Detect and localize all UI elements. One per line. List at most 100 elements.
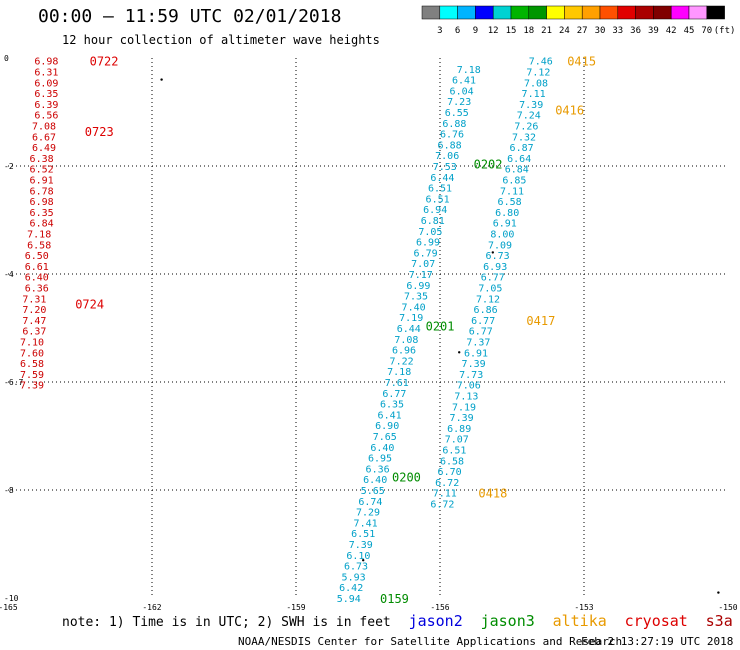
swh-value-altika: 6.87 (510, 143, 534, 154)
swh-value-jason3: 6.44 (397, 324, 421, 335)
swh-value-jason3: 7.35 (404, 292, 428, 303)
colorbar-swatch (706, 5, 725, 20)
pass-time-label: 0722 (90, 55, 119, 69)
island-marker (160, 78, 163, 81)
swh-value-jason3: 6.36 (366, 464, 390, 475)
colorbar-label: 9 (473, 26, 478, 36)
swh-value-jason3: 7.41 (354, 518, 378, 529)
swh-value-jason3: 6.88 (442, 119, 466, 130)
pass-time-label: 0159 (380, 592, 409, 606)
color-scale-bar: 3 6 9 12 15 18 21 24 27 30 33 36 39 42 45 70 (ft) (421, 5, 736, 36)
colorbar-label: (ft) (714, 26, 736, 36)
swh-value-cryosat: 6.50 (25, 251, 49, 262)
swh-value-cryosat: 6.31 (34, 68, 58, 79)
swh-value-jason3: 7.08 (394, 335, 418, 346)
swh-value-altika: 6.93 (483, 262, 507, 273)
swh-value-jason3: 6.96 (392, 346, 416, 357)
pass-time-label: 0416 (555, 103, 584, 117)
page-title: 00:00 – 11:59 UTC 02/01/2018 (38, 6, 342, 27)
swh-value-jason3: 6.76 (440, 130, 464, 141)
swh-value-cryosat: 7.39 (20, 381, 44, 392)
swh-value-altika: 7.09 (488, 240, 512, 251)
swh-value-altika: 6.58 (440, 456, 464, 467)
swh-value-cryosat: 7.08 (32, 122, 56, 133)
y-tick-label: -6.7 (4, 378, 23, 387)
pass-time-label: 0202 (474, 157, 503, 171)
colorbar-label: 15 (506, 26, 517, 36)
swh-value-altika: 7.32 (512, 132, 536, 143)
pass-time-label: 0417 (526, 314, 555, 328)
colorbar-label: 36 (630, 26, 641, 36)
swh-value-jason3: 6.88 (438, 140, 462, 151)
colorbar-label: 30 (595, 26, 606, 36)
swh-value-cryosat: 6.35 (34, 89, 58, 100)
swh-value-jason3: 7.53 (433, 162, 457, 173)
swh-value-altika: 6.64 (507, 154, 531, 165)
swh-value-altika: 6.70 (438, 467, 462, 478)
colorbar-label: 3 (437, 26, 442, 36)
x-tick-label: -159 (286, 603, 305, 612)
swh-value-jason3: 6.44 (430, 173, 454, 184)
swh-value-cryosat: 6.39 (34, 100, 58, 111)
legend-item-jason3: jason3 (480, 612, 535, 630)
swh-value-cryosat: 6.84 (30, 219, 54, 230)
colorbar-label: 24 (559, 26, 570, 36)
swh-value-altika: 7.19 (452, 402, 476, 413)
swh-value-cryosat: 7.18 (27, 230, 51, 241)
swh-value-altika: 6.80 (495, 208, 519, 219)
swh-value-jason3: 6.77 (382, 389, 406, 400)
swh-value-altika: 7.07 (445, 435, 469, 446)
swh-value-altika: 7.37 (466, 338, 490, 349)
swh-value-altika: 6.89 (447, 424, 471, 435)
swh-value-altika: 7.24 (517, 111, 541, 122)
swh-value-altika: 7.39 (450, 413, 474, 424)
swh-value-altika: 7.39 (519, 100, 543, 111)
swh-value-cryosat: 6.67 (32, 132, 56, 143)
swh-value-altika: 6.72 (430, 500, 454, 511)
swh-value-jason3: 7.18 (457, 65, 481, 76)
swh-value-altika: 7.06 (457, 381, 481, 392)
pass-time-label: 0201 (426, 319, 455, 333)
swh-value-jason3: 6.99 (416, 238, 440, 249)
x-tick-label: -162 (142, 603, 161, 612)
colorbar-label: 42 (666, 26, 677, 36)
legend: note: 1) Time is in UTC; 2) SWH is in fe… (62, 612, 733, 630)
swh-value-cryosat: 6.78 (30, 186, 54, 197)
legend-item-cryosat: cryosat (624, 612, 688, 630)
swh-value-altika: 7.26 (514, 122, 538, 133)
y-tick-label: -8 (4, 486, 14, 495)
swh-value-jason3: 6.90 (375, 421, 399, 432)
swh-value-cryosat: 7.20 (22, 305, 46, 316)
wave-height-map: 0 -2 -4 -6.7 -8 -10-165 -162 -159 -156 -153 -150 6.… (0, 54, 738, 612)
swh-value-jason3: 7.17 (409, 270, 433, 281)
colorbar-label: 6 (455, 26, 460, 36)
swh-value-altika: 7.11 (522, 89, 546, 100)
swh-value-jason3: 7.39 (349, 540, 373, 551)
swh-value-jason3: 5.94 (337, 594, 361, 605)
swh-value-cryosat: 6.98 (30, 197, 54, 208)
swh-value-jason3: 7.40 (402, 302, 426, 313)
swh-value-jason3: 6.74 (358, 497, 382, 508)
colorbar-label: 39 (648, 26, 659, 36)
swh-value-altika: 6.72 (435, 478, 459, 489)
swh-value-altika: 7.46 (529, 57, 553, 68)
swh-value-jason3: 6.35 (380, 400, 404, 411)
swh-value-altika: 6.84 (505, 165, 529, 176)
swh-value-altika: 7.12 (476, 294, 500, 305)
colorbar-label: 12 (488, 26, 499, 36)
swh-value-altika: 7.11 (500, 186, 524, 197)
swh-value-jason3: 7.05 (418, 227, 442, 238)
swh-value-cryosat: 6.40 (25, 273, 49, 284)
page-subtitle: 12 hour collection of altimeter wave hei… (62, 33, 380, 47)
colorbar-label: 45 (684, 26, 695, 36)
legend-item-s3a: s3a (705, 612, 733, 630)
colorbar-label: 33 (612, 26, 623, 36)
swh-value-cryosat: 6.56 (34, 111, 58, 122)
swh-value-jason3: 6.04 (450, 86, 474, 97)
swh-value-jason3: 6.94 (423, 205, 447, 216)
swh-value-jason3: 6.79 (414, 248, 438, 259)
swh-value-altika: 6.91 (464, 348, 488, 359)
swh-value-jason3: 5.93 (342, 572, 366, 583)
pass-time-label: 0415 (567, 55, 596, 69)
island-marker (362, 559, 365, 562)
